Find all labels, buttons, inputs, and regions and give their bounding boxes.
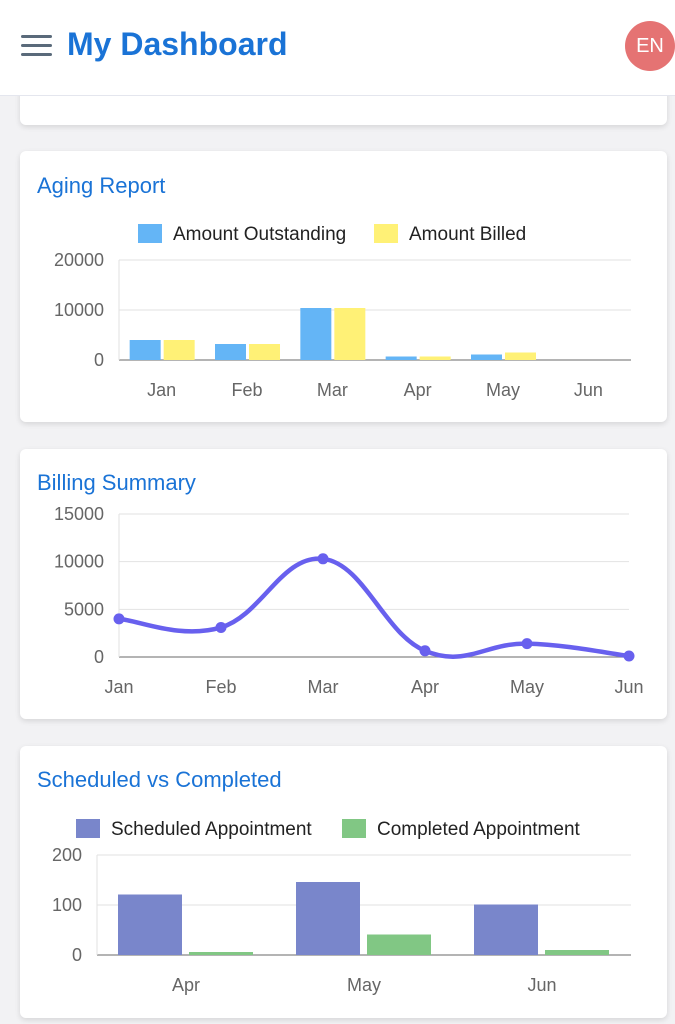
bar [545,950,609,955]
billing-summary-chart: 0 5000 10000 15000 Jan Feb Mar Apr May Jun [54,504,644,697]
y-tick-label: 0 [94,647,104,667]
legend-swatch [76,819,100,838]
data-point [113,613,125,625]
bar [385,356,417,360]
bar [300,308,332,360]
aging-report-title: Aging Report [37,173,166,198]
aging-report-card: Aging Report Amount Outstanding Amount Bi… [20,151,667,422]
y-tick-label: 10000 [54,552,104,572]
bar [419,356,451,360]
x-tick-label: May [347,975,381,995]
scheduled-vs-completed-title: Scheduled vs Completed [37,767,282,792]
aging-report-chart: Amount Outstanding Amount Billed 0 10000 200… [54,224,631,400]
x-tick-label: Apr [404,380,432,400]
y-tick-label: 15000 [54,504,104,524]
scheduled-vs-completed-card: Scheduled vs Completed Scheduled Appoint… [20,746,667,1018]
legend-swatch [374,224,398,243]
billing-summary-card: Billing Summary 0 5000 10000 15000 Jan Feb Mar… [20,449,667,719]
y-tick-label: 0 [94,350,104,370]
y-tick-label: 200 [52,845,82,865]
x-tick-label: Mar [317,380,348,400]
bar [118,894,182,955]
bar [189,952,253,955]
y-tick-label: 0 [72,945,82,965]
x-tick-label: Jan [104,677,133,697]
x-tick-label: Jun [574,380,603,400]
x-tick-label: Jan [147,380,176,400]
bar [367,934,431,955]
bar [471,354,502,360]
x-tick-label: Jun [614,677,643,697]
data-point [521,638,533,650]
x-tick-label: Jun [527,975,556,995]
scheduled-vs-completed-chart: Scheduled Appointment Completed Appointme… [52,819,631,995]
bar [334,308,366,360]
legend-label: Scheduled Appointment [111,819,312,840]
x-tick-label: Apr [411,677,439,697]
data-point [215,621,227,633]
y-tick-label: 5000 [64,599,104,619]
billing-summary-title: Billing Summary [37,470,196,495]
bar [296,882,360,955]
page-title: My Dashboard [67,26,288,62]
x-tick-label: Apr [172,975,200,995]
app-bar: My Dashboard EN [0,0,675,96]
legend-label: Amount Billed [409,224,526,245]
data-point [623,650,635,662]
x-tick-label: May [486,380,520,400]
x-tick-label: Feb [205,677,236,697]
y-tick-label: 10000 [54,300,104,320]
series-line [116,556,632,659]
bar [249,344,280,360]
language-badge[interactable]: EN [625,21,675,71]
bar [215,344,246,360]
legend-label: Completed Appointment [377,819,581,840]
y-tick-label: 100 [52,895,82,915]
data-point [419,645,431,657]
data-point [317,553,329,565]
bar [129,340,161,360]
y-tick-label: 20000 [54,250,104,270]
bar [163,340,195,360]
legend-swatch [342,819,366,838]
bar [474,904,538,955]
x-tick-label: Mar [308,677,339,697]
hamburger-menu-icon[interactable] [21,35,52,57]
x-tick-label: May [510,677,544,697]
x-tick-label: Feb [231,380,262,400]
legend-swatch [138,224,162,243]
legend-label: Amount Outstanding [173,224,346,245]
bar [505,352,536,360]
